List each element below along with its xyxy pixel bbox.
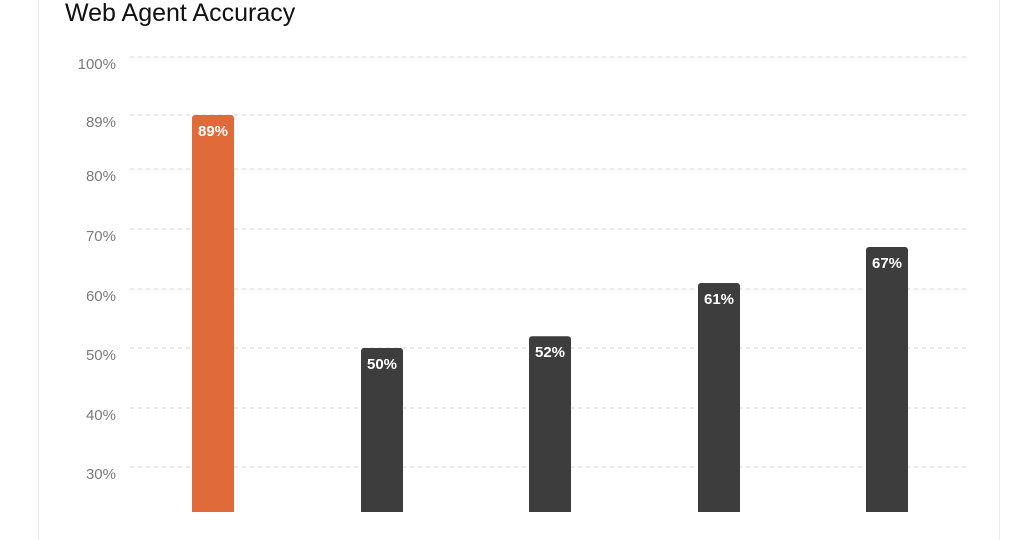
y-tick-label: 100%	[78, 56, 116, 73]
y-tick-label: 30%	[86, 466, 116, 483]
bar-chart: 100% 89% 80% 70% 60% 50% 40% 30% 89% 50% 52% 61% 67%	[78, 56, 970, 512]
y-tick-label: 80%	[86, 168, 116, 185]
bar	[698, 283, 740, 512]
y-tick-label: 70%	[86, 228, 116, 245]
y-tick-label: 60%	[86, 288, 116, 305]
bar	[192, 115, 234, 512]
chart-title: Web Agent Accuracy	[65, 0, 296, 27]
bar	[361, 348, 403, 512]
bar-value-label: 52%	[535, 344, 565, 361]
bar-value-label: 89%	[198, 123, 228, 140]
y-tick-label: 40%	[86, 407, 116, 424]
y-tick-label: 50%	[86, 347, 116, 364]
bar	[529, 336, 571, 512]
bar-value-label: 50%	[367, 356, 397, 373]
y-tick-label: 89%	[86, 114, 116, 131]
bar	[866, 247, 908, 512]
bar-value-label: 61%	[704, 291, 734, 308]
bar-value-label: 67%	[872, 255, 902, 272]
